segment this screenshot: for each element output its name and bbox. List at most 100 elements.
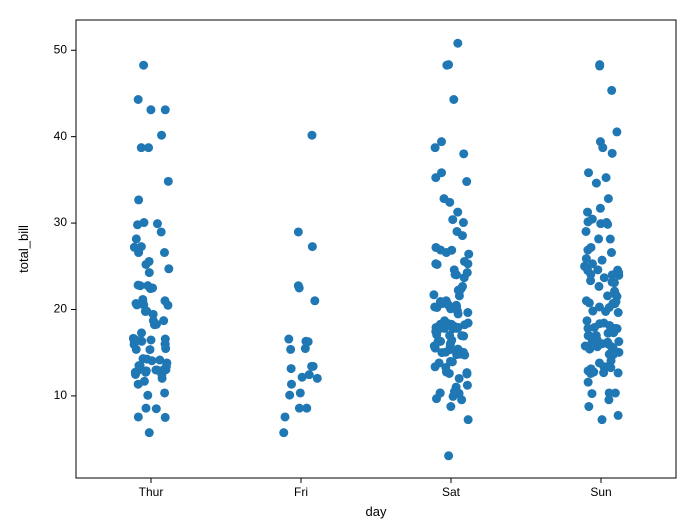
data-point <box>607 248 616 257</box>
data-point <box>604 194 613 203</box>
data-point <box>153 219 162 228</box>
data-point <box>606 235 615 244</box>
data-point <box>145 345 154 354</box>
x-tick-label: Thur <box>139 485 164 499</box>
data-point <box>163 301 172 310</box>
data-point <box>584 378 593 387</box>
data-point <box>134 412 143 421</box>
data-point <box>432 394 441 403</box>
data-point <box>442 248 451 257</box>
data-point <box>146 105 155 114</box>
data-point <box>453 208 462 217</box>
data-point <box>587 243 596 252</box>
data-point <box>141 368 150 377</box>
data-point <box>285 391 294 400</box>
data-point <box>131 370 140 379</box>
data-point <box>463 381 472 390</box>
data-point <box>611 297 620 306</box>
data-point <box>440 194 449 203</box>
data-point <box>459 149 468 158</box>
y-tick-label: 20 <box>54 302 68 316</box>
data-point <box>134 361 143 370</box>
data-point <box>286 345 295 354</box>
data-point <box>161 344 170 353</box>
data-point <box>460 351 469 360</box>
data-point <box>595 358 604 367</box>
data-point <box>584 168 593 177</box>
data-point <box>134 281 143 290</box>
data-point <box>448 215 457 224</box>
data-point <box>608 149 617 158</box>
data-point <box>432 330 441 339</box>
data-point <box>600 273 609 282</box>
data-point <box>593 342 602 351</box>
data-point <box>307 131 316 140</box>
data-point <box>462 369 471 378</box>
data-point <box>433 260 442 269</box>
data-point <box>296 388 305 397</box>
data-point <box>459 332 468 341</box>
data-point <box>449 95 458 104</box>
data-point <box>598 415 607 424</box>
data-point <box>131 335 140 344</box>
data-point <box>429 290 438 299</box>
data-point <box>453 324 462 333</box>
data-point <box>145 257 154 266</box>
data-point <box>308 242 317 251</box>
data-point <box>607 86 616 95</box>
data-point <box>146 284 155 293</box>
data-point <box>287 380 296 389</box>
data-point <box>143 391 152 400</box>
data-point <box>152 404 161 413</box>
data-point <box>294 227 303 236</box>
data-point <box>598 143 607 152</box>
data-point <box>582 254 591 263</box>
data-point <box>596 204 605 213</box>
data-point <box>132 234 141 243</box>
data-point <box>464 250 473 259</box>
data-point <box>609 344 618 353</box>
data-point <box>586 369 595 378</box>
data-point <box>301 344 310 353</box>
data-point <box>452 270 461 279</box>
data-point <box>161 335 170 344</box>
data-point <box>157 131 166 140</box>
data-point <box>614 411 623 420</box>
data-point <box>134 95 143 104</box>
data-point <box>444 60 453 69</box>
data-point <box>309 362 318 371</box>
data-point <box>583 324 592 333</box>
chart-container: 1020304050ThurFriSatSundaytotal_bill <box>0 0 693 528</box>
data-point <box>287 364 296 373</box>
data-point <box>588 307 597 316</box>
data-point <box>606 363 615 372</box>
data-point <box>431 243 440 252</box>
strip-plot: 1020304050ThurFriSatSundaytotal_bill <box>0 0 693 528</box>
data-point <box>602 218 611 227</box>
data-point <box>462 177 471 186</box>
data-point <box>142 355 151 364</box>
data-point <box>149 316 158 325</box>
data-point <box>595 60 604 69</box>
data-point <box>458 282 467 291</box>
data-point <box>594 282 603 291</box>
data-point <box>139 61 148 70</box>
data-point <box>134 248 143 257</box>
data-point <box>437 168 446 177</box>
data-point <box>463 259 472 268</box>
data-point <box>598 256 607 265</box>
data-point <box>584 402 593 411</box>
data-point <box>460 320 469 329</box>
data-point <box>162 362 171 371</box>
data-point <box>612 127 621 136</box>
data-point <box>454 309 463 318</box>
data-point <box>137 328 146 337</box>
data-point <box>464 415 473 424</box>
x-axis-label: day <box>366 504 387 519</box>
data-point <box>611 389 620 398</box>
y-axis-label: total_bill <box>16 225 31 273</box>
data-point <box>452 227 461 236</box>
data-point <box>602 173 611 182</box>
data-point <box>133 220 142 229</box>
data-point <box>132 300 141 309</box>
